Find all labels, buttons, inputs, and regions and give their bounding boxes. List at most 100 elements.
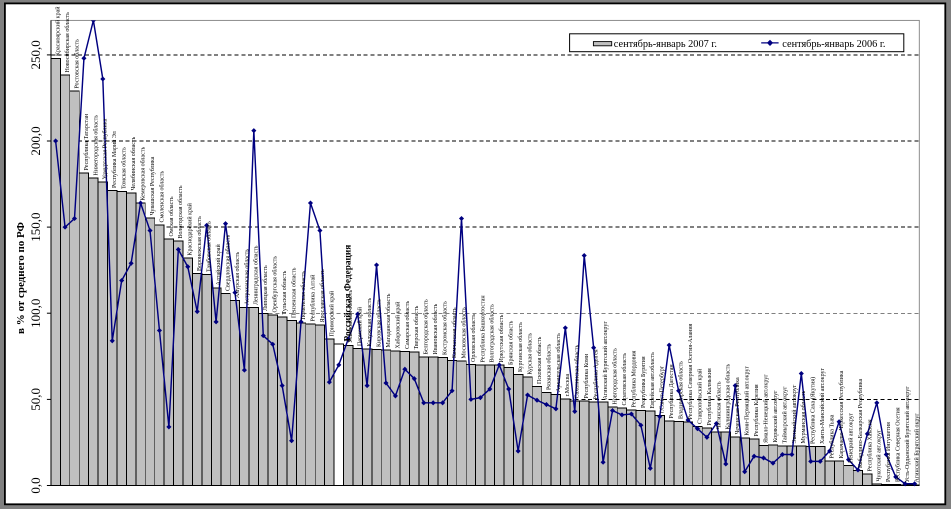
svg-text:Республика Хакасия: Республика Хакасия [866, 419, 873, 471]
svg-text:Чувашская Республика: Чувашская Республика [149, 156, 156, 215]
svg-text:Московская область: Московская область [460, 307, 467, 359]
svg-text:Нижегородская область: Нижегородская область [92, 115, 99, 176]
svg-text:Калужская область: Калужская область [366, 298, 373, 347]
svg-text:200,0: 200,0 [28, 126, 43, 155]
svg-text:Самарская область: Самарская область [404, 301, 411, 349]
svg-text:Хабаровский край: Хабаровский край [394, 301, 401, 349]
svg-text:Ямало-Ненецкий авт.округ: Ямало-Ненецкий авт.округ [762, 374, 769, 443]
svg-text:Республика Тыва: Республика Тыва [829, 414, 836, 458]
svg-text:Агинский Бурятский округ: Агинский Бурятский округ [913, 413, 920, 483]
svg-text:Ставропольский край: Ставропольский край [696, 368, 703, 424]
svg-text:Тверская область: Тверская область [413, 305, 420, 349]
svg-text:Удмуртская Республика: Удмуртская Республика [102, 118, 109, 179]
svg-text:Коми-Пермяцкий авт.округ: Коми-Пермяцкий авт.округ [744, 366, 751, 436]
svg-text:Оренбургская область: Оренбургская область [272, 256, 279, 313]
svg-text:Липецкая область: Липецкая область [262, 265, 269, 311]
svg-text:Астраханская область: Астраханская область [243, 249, 250, 305]
svg-text:Владимирская область: Владимирская область [678, 361, 685, 419]
svg-text:Кабардино-Балкарская Республик: Кабардино-Балкарская Республика [857, 378, 864, 468]
svg-text:Республика Коми: Республика Коми [583, 353, 590, 398]
svg-text:Кемеровская область: Кемеровская область [139, 147, 146, 201]
svg-text:Республика Башкортостан: Республика Башкортостан [479, 295, 486, 363]
svg-text:Ростовская область: Ростовская область [73, 39, 80, 89]
svg-text:Архангельская область: Архангельская область [555, 333, 562, 392]
svg-text:Костромская область: Костромская область [442, 301, 449, 355]
svg-text:сентябрь-январь 2007 г.: сентябрь-январь 2007 г. [614, 39, 717, 50]
svg-text:Ярославская область: Ярославская область [319, 269, 326, 323]
svg-text:Волгоградская область: Волгоградская область [489, 304, 496, 363]
svg-text:Читинская область: Читинская область [715, 381, 722, 429]
svg-text:Агинский Бурятский авт.округ: Агинский Бурятский авт.округ [602, 321, 609, 400]
svg-text:50,0: 50,0 [28, 388, 43, 411]
svg-text:Тульская область: Тульская область [281, 270, 288, 314]
svg-text:Псковская область: Псковская область [536, 336, 543, 384]
svg-text:Республика Адыгея: Республика Адыгея [593, 349, 600, 399]
svg-text:Саратовская область: Саратовская область [621, 353, 628, 406]
svg-text:Республика Татарстан: Республика Татарстан [83, 113, 90, 170]
svg-text:Российская Федерация: Российская Федерация [343, 245, 354, 342]
svg-text:Усть-Ордынский Бурятский авт.о: Усть-Ордынский Бурятский авт.округ [904, 386, 911, 483]
svg-text:Приморский край: Приморский край [328, 290, 335, 336]
svg-text:Ханты-Мансийский авт.округ: Ханты-Мансийский авт.округ [819, 367, 826, 444]
svg-text:Пермский край: Пермский край [357, 306, 364, 346]
svg-text:Новгородская область: Новгородская область [611, 348, 618, 405]
svg-text:Республика Северная Осетия: Республика Северная Осетия [895, 407, 902, 482]
svg-text:Красноярский край: Красноярский край [55, 6, 62, 56]
svg-text:Белгородская область: Белгородская область [423, 299, 430, 355]
svg-text:Чеченская Республика: Чеченская Республика [734, 377, 741, 435]
svg-text:Смоленская область: Смоленская область [158, 171, 165, 223]
svg-text:Воронежская область: Воронежская область [196, 216, 203, 271]
svg-text:Эвенкийский авт.округ: Эвенкийский авт.округ [791, 384, 798, 443]
svg-text:Амурская область: Амурская область [234, 252, 241, 298]
svg-text:Республика Северная Осетия-Ала: Республика Северная Осетия-Алания [687, 323, 694, 419]
svg-text:сентябрь-январь 2006 г.: сентябрь-январь 2006 г. [782, 39, 885, 50]
svg-text:Томская область: Томская область [121, 147, 128, 189]
svg-text:Тюменская область: Тюменская область [300, 271, 307, 321]
svg-text:150,0: 150,0 [28, 212, 43, 241]
svg-text:100,0: 100,0 [28, 299, 43, 328]
svg-text:Свердловская область: Свердловская область [224, 235, 231, 291]
svg-text:Алтайский край: Алтайский край [215, 244, 222, 286]
svg-text:Калининградская область: Калининградская область [725, 364, 732, 430]
svg-text:Челябинская область: Челябинская область [130, 136, 137, 190]
svg-text:Республика Карелия: Республика Карелия [753, 384, 760, 436]
svg-text:Омская область: Омская область [168, 196, 175, 236]
svg-text:Вологодская область: Вологодская область [177, 185, 184, 238]
svg-text:Ленинградская область: Ленинградская область [253, 245, 260, 305]
svg-text:250,0: 250,0 [28, 40, 43, 69]
svg-text:г.Москва: г.Москва [565, 374, 571, 397]
svg-text:Республика Алтай: Республика Алтай [309, 274, 316, 322]
svg-text:Тамбовская область: Тамбовская область [206, 221, 213, 272]
svg-text:Рязанская область: Рязанская область [545, 344, 552, 390]
svg-text:Карачаево-Черкесская Республик: Карачаево-Черкесская Республика [838, 370, 845, 458]
svg-text:Новосибирская область: Новосибирская область [64, 12, 71, 73]
svg-text:Республика Саха (Якутия): Республика Саха (Якутия) [810, 377, 817, 444]
svg-text:Республика Ингушетия: Республика Ингушетия [885, 422, 892, 482]
svg-text:Чукотский авт.округ: Чукотский авт.округ [876, 429, 883, 481]
svg-text:Республика Калмыкия: Республика Калмыкия [706, 368, 713, 426]
svg-text:Кировская область: Кировская область [375, 299, 382, 347]
svg-text:Корякский авт.округ: Корякский авт.округ [772, 390, 779, 443]
svg-text:0,0: 0,0 [28, 477, 43, 493]
svg-text:Сахалинская область: Сахалинская область [574, 345, 581, 399]
svg-text:Мурманская область: Мурманская область [800, 391, 807, 444]
svg-text:Таймырский авт.округ: Таймырский авт.округ [781, 386, 788, 444]
svg-text:Иркутская область: Иркутская область [498, 314, 505, 362]
svg-text:Республика Марий Эл: Республика Марий Эл [111, 131, 118, 188]
svg-text:г.Санкт-Петербург: г.Санкт-Петербург [659, 365, 666, 413]
svg-text:Республика Дагестан: Республика Дагестан [668, 364, 675, 419]
svg-text:Ульяновская область: Ульяновская область [347, 290, 354, 343]
svg-text:Магаданская область: Магаданская область [385, 293, 392, 347]
svg-text:Орловская область: Орловская область [470, 314, 477, 362]
svg-text:Пензенская область: Пензенская область [291, 267, 298, 318]
svg-text:Краснодарский край: Краснодарский край [187, 202, 194, 255]
svg-text:Брянская область: Брянская область [508, 320, 515, 365]
svg-text:Ненецкий авт.округ: Ненецкий авт.округ [847, 412, 854, 463]
svg-text:Камчатская область: Камчатская область [451, 307, 458, 358]
svg-text:Республика Бурятия: Республика Бурятия [640, 356, 647, 408]
svg-text:в % от среднего по РФ: в % от среднего по РФ [15, 221, 27, 334]
svg-text:Курская область: Курская область [526, 333, 533, 375]
svg-text:Ивановская область: Ивановская область [432, 303, 439, 354]
svg-text:Еврейская авт.область: Еврейская авт.область [649, 352, 656, 409]
svg-text:Республика Мордовия: Республика Мордовия [630, 350, 637, 407]
